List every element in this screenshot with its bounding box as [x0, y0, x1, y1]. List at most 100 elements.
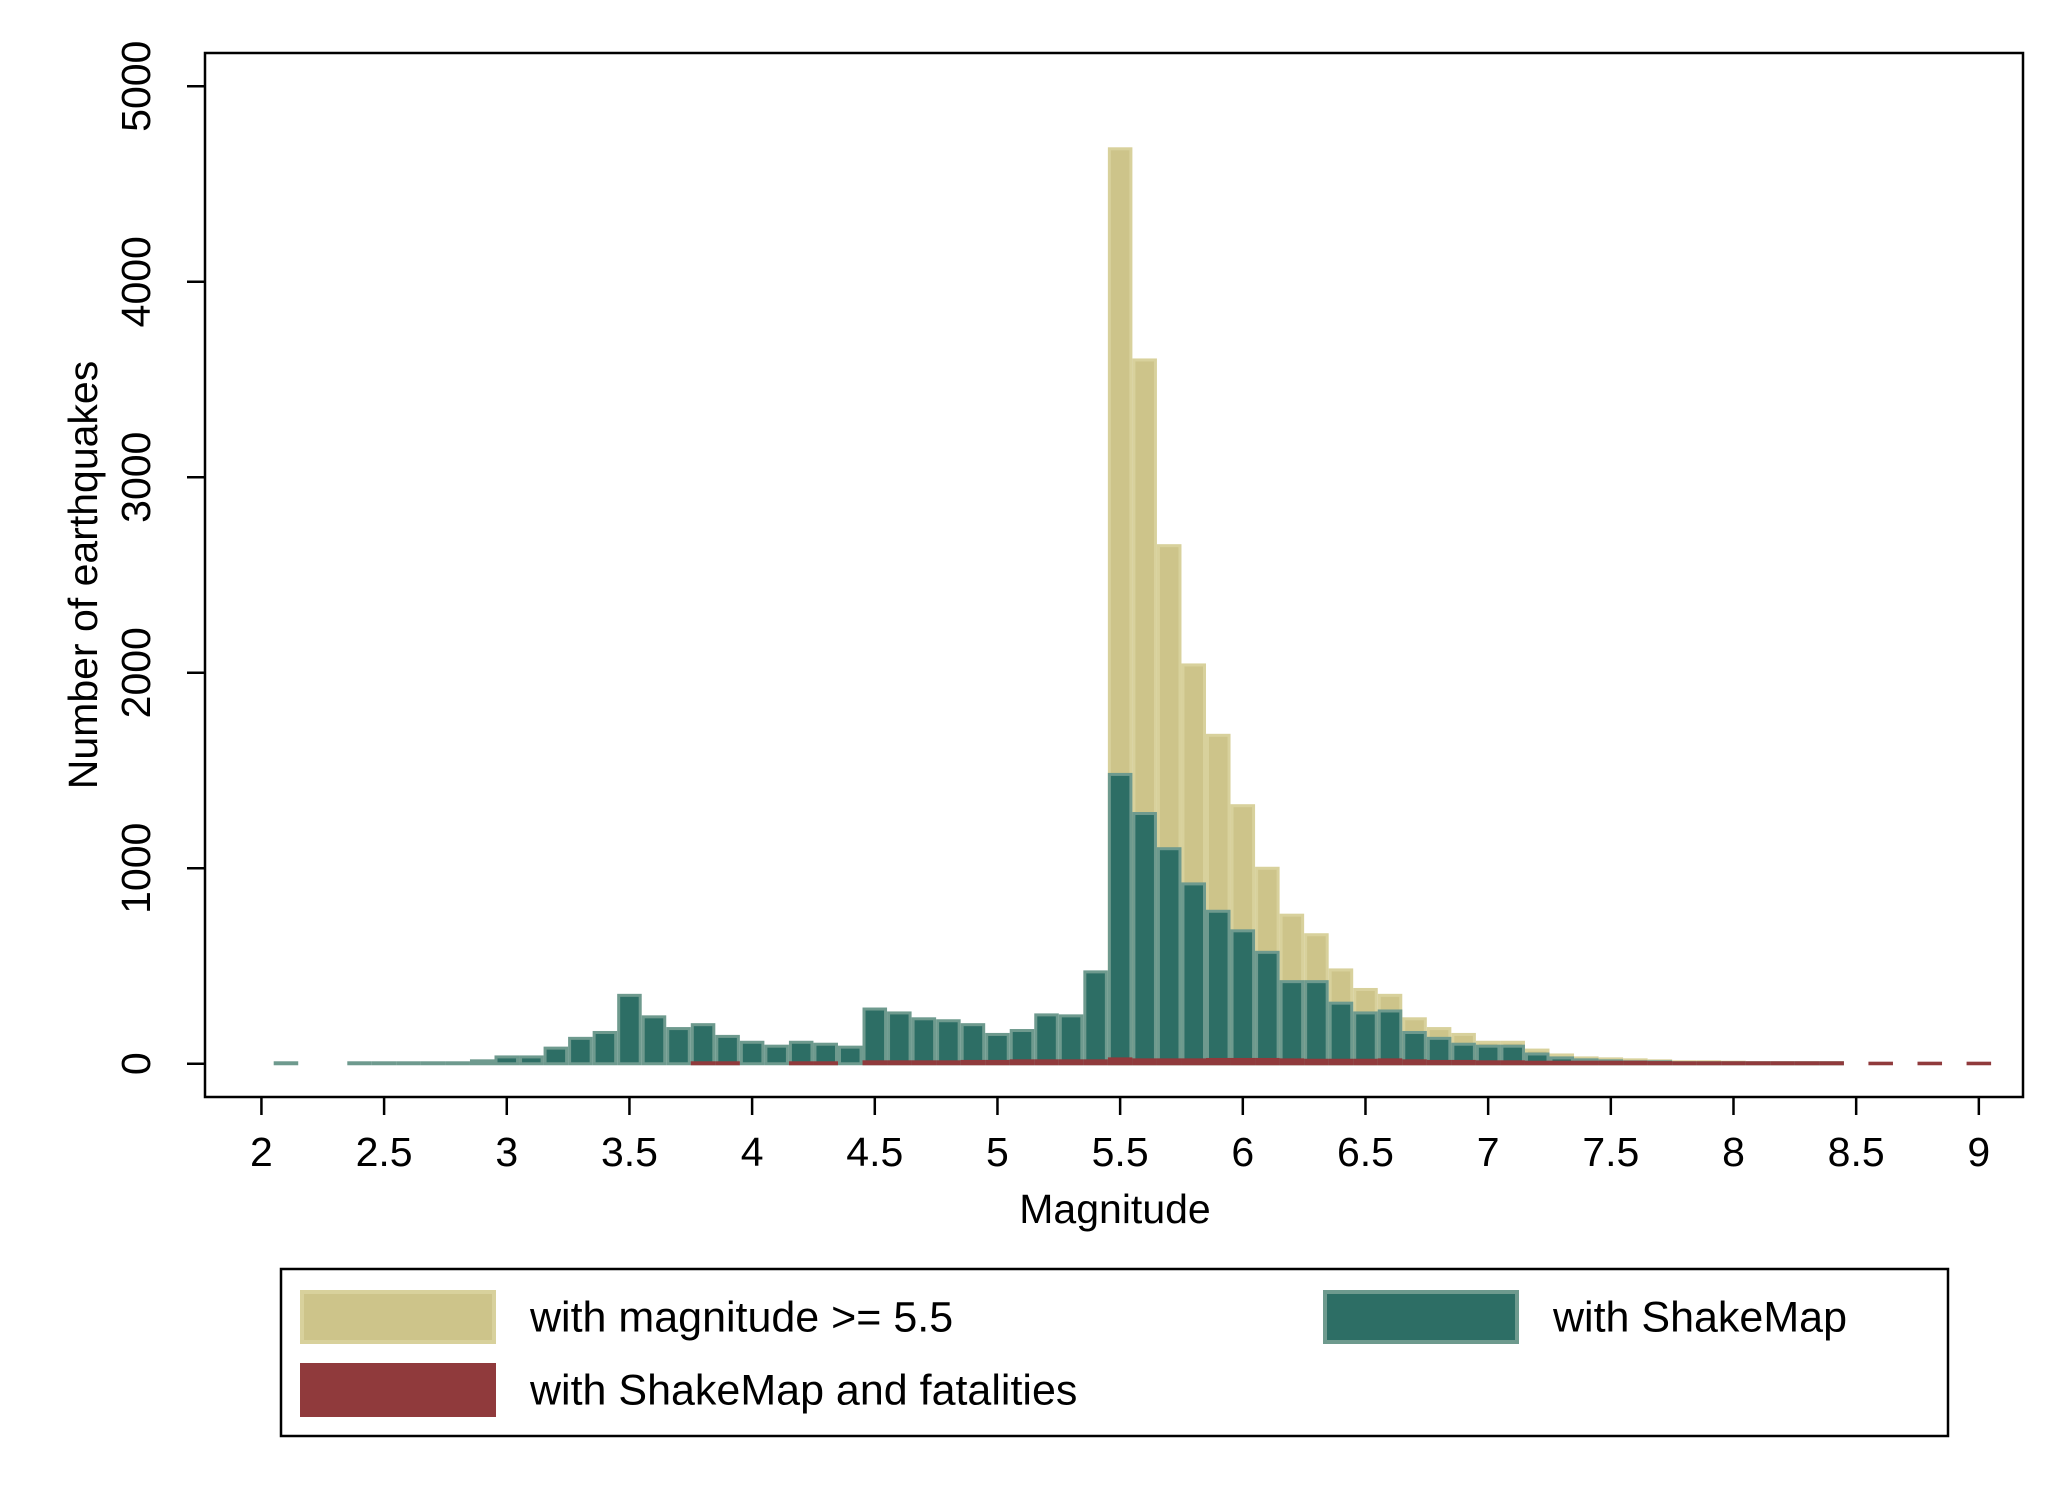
bar: [1328, 1058, 1354, 1066]
bar: [1353, 1058, 1378, 1066]
bar: [1353, 1011, 1378, 1066]
bar: [396, 1061, 421, 1066]
bar: [1917, 1061, 1943, 1066]
bar: [1402, 1059, 1427, 1066]
bar: [1107, 1057, 1133, 1066]
bar: [1181, 1058, 1207, 1066]
legend-label: with ShakeMap: [1552, 1293, 1847, 1341]
bar: [469, 1059, 495, 1066]
bar: [1402, 1030, 1427, 1066]
bar: [739, 1040, 765, 1066]
bar: [1549, 1060, 1575, 1066]
bar: [420, 1061, 446, 1066]
bar: [887, 1011, 912, 1066]
x-tick-label: 5: [986, 1129, 1009, 1175]
bar: [936, 1019, 961, 1066]
bar: [862, 1060, 888, 1066]
bar: [1304, 980, 1329, 1066]
bar: [813, 1061, 838, 1066]
bar: [1524, 1060, 1550, 1066]
bar: [1083, 970, 1108, 1066]
bar: [1279, 1058, 1305, 1066]
y-tick-label: 0: [113, 1052, 159, 1075]
bar: [1745, 1061, 1771, 1066]
bar: [1868, 1061, 1893, 1066]
bar: [347, 1061, 372, 1066]
x-tick-label: 4.5: [846, 1129, 903, 1175]
bar: [568, 1036, 593, 1066]
bar: [1206, 1057, 1231, 1066]
x-tick-label: 6.5: [1337, 1129, 1394, 1175]
y-tick-label: 3000: [113, 432, 159, 523]
bar: [1156, 1058, 1182, 1066]
x-tick-label: 7: [1477, 1129, 1500, 1175]
bar: [1377, 1058, 1403, 1066]
bar: [1255, 1057, 1280, 1066]
bar: [617, 993, 642, 1066]
bar: [837, 1045, 863, 1066]
y-tick-label: 4000: [113, 236, 159, 327]
bar: [1475, 1060, 1501, 1066]
bar: [1132, 1058, 1157, 1066]
bar: [1451, 1059, 1476, 1066]
bar: [494, 1055, 520, 1066]
bar: [788, 1040, 814, 1066]
bar: [715, 1034, 740, 1066]
y-tick-label: 5000: [113, 41, 159, 132]
bar: [764, 1044, 789, 1066]
bar: [985, 1059, 1010, 1066]
x-tick-label: 7.5: [1582, 1129, 1639, 1175]
bar: [960, 1023, 986, 1066]
bar: [887, 1060, 912, 1066]
bar: [666, 1027, 691, 1066]
y-tick-label: 1000: [113, 823, 159, 914]
bar: [1721, 1061, 1746, 1066]
bar: [1230, 929, 1256, 1066]
x-tick-label: 6: [1231, 1129, 1254, 1175]
bar: [371, 1061, 397, 1066]
y-axis-title: Number of earthquakes: [60, 361, 106, 789]
bar: [273, 1061, 299, 1066]
plot-frame: [203, 51, 2025, 1099]
bar: [1672, 1061, 1697, 1066]
bar: [960, 1059, 986, 1066]
bar: [813, 1042, 838, 1066]
x-tick-label: 4: [741, 1129, 764, 1175]
bar: [1500, 1060, 1525, 1066]
bar: [1156, 847, 1182, 1066]
bar: [985, 1032, 1010, 1066]
bar: [862, 1007, 888, 1066]
bar: [1794, 1061, 1820, 1066]
bar: [690, 1061, 716, 1066]
x-tick-label: 9: [1967, 1129, 1990, 1175]
bar: [1009, 1029, 1035, 1066]
bar: [1279, 980, 1305, 1066]
legend-label: with magnitude >= 5.5: [529, 1293, 953, 1341]
bar: [543, 1046, 569, 1066]
bar: [788, 1061, 814, 1066]
bar: [1255, 950, 1280, 1066]
x-axis-title: Magnitude: [1019, 1186, 1210, 1232]
x-tick-label: 5.5: [1092, 1129, 1149, 1175]
bar: [1328, 1001, 1354, 1066]
bar: [1009, 1059, 1035, 1066]
bar: [1966, 1061, 1992, 1066]
legend-swatch: [300, 1363, 496, 1417]
x-tick-label: 3: [495, 1129, 518, 1175]
bar: [1034, 1013, 1059, 1066]
legend-label: with ShakeMap and fatalities: [529, 1366, 1077, 1414]
bar: [1623, 1060, 1648, 1066]
bar: [936, 1060, 961, 1066]
bar: [1083, 1059, 1108, 1066]
bar: [1377, 1009, 1403, 1066]
bar: [1574, 1060, 1599, 1066]
bar: [1304, 1058, 1329, 1066]
bar: [911, 1060, 937, 1066]
legend-swatch: [300, 1290, 496, 1344]
x-tick-label: 8.5: [1828, 1129, 1885, 1175]
bar: [1058, 1014, 1084, 1066]
y-tick-label: 2000: [113, 627, 159, 718]
bar: [641, 1015, 667, 1066]
